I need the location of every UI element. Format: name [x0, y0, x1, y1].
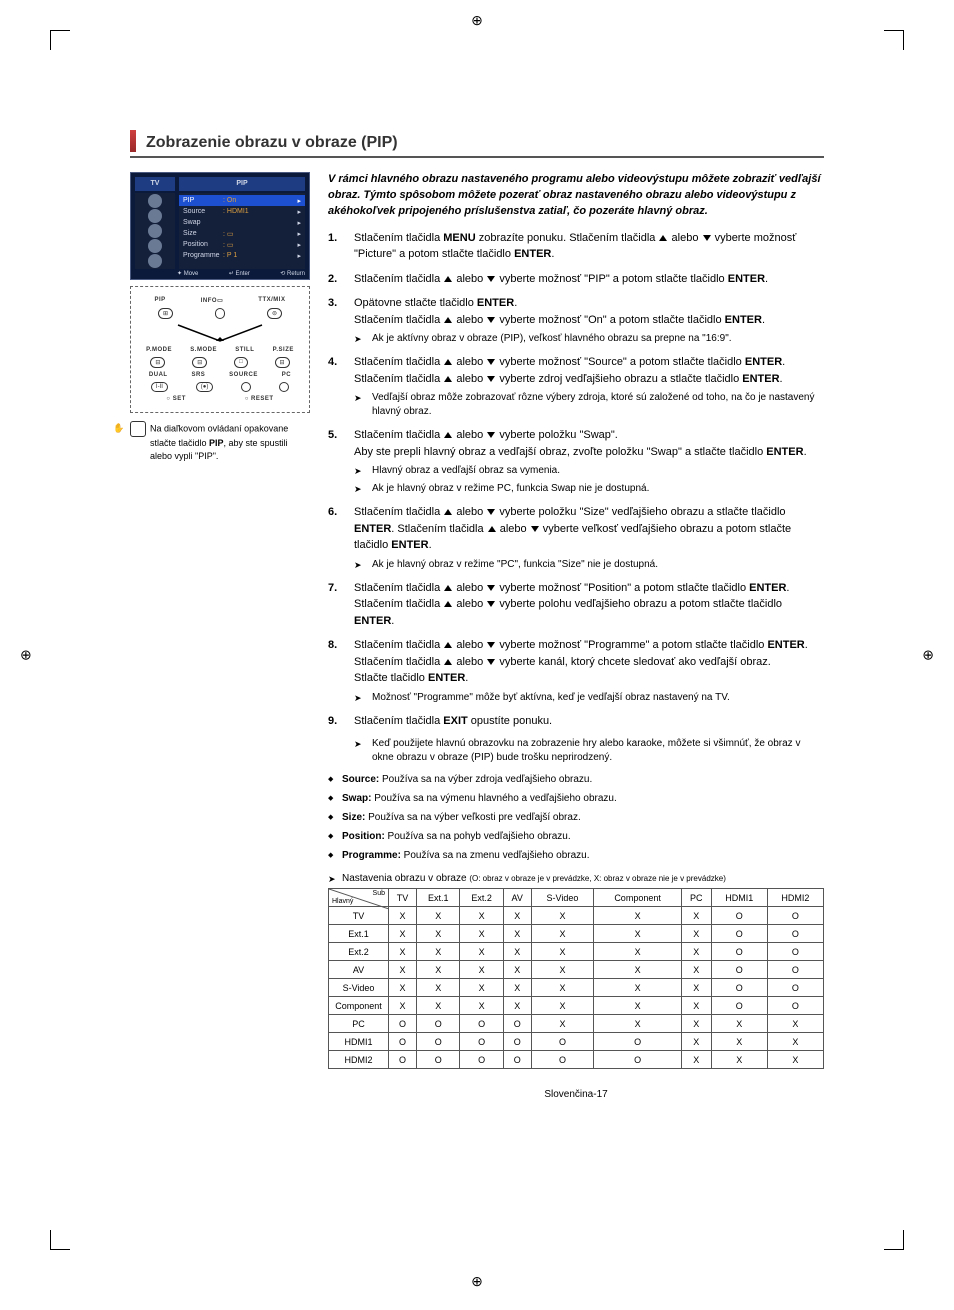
- table-col-header: HDMI1: [711, 889, 767, 907]
- instruction-step: Stlačením tlačidla alebo vyberte možnosť…: [328, 637, 824, 705]
- table-col-header: S-Video: [531, 889, 594, 907]
- remote-illustration: PIPINFO▭TTX/MIX ⊞ ⊜ P.MODES.MODESTILLP.S…: [130, 286, 310, 413]
- table-caption: Nastavenia obrazu v obraze (O: obraz v o…: [328, 873, 824, 884]
- osd-tab-pip: PIP: [179, 177, 305, 191]
- remote-hint-text: Na diaľkovom ovládaní opakovane stlačte …: [130, 421, 310, 462]
- instruction-step: Stlačením tlačidla alebo vyberte položku…: [328, 427, 824, 496]
- register-mark-icon: ⊕: [471, 12, 483, 29]
- table-row: HDMI1OOOOOOXXX: [329, 1033, 824, 1051]
- table-col-header: Ext.1: [417, 889, 460, 907]
- step-note: Ak je hlavný obraz v režime PC, funkcia …: [354, 482, 824, 496]
- remote-icon: [130, 421, 146, 437]
- instruction-step: Stlačením tlačidla EXIT opustíte ponuku.: [328, 713, 824, 730]
- table-row: TVXXXXXXXOO: [329, 907, 824, 925]
- osd-menu-list: PIP: On▸Source: HDMI1▸Swap▸Size: ▭▸Posit…: [179, 193, 305, 269]
- osd-menu-illustration: TV PIP PIP: On▸Source: HDMI1▸Swap▸Size: …: [130, 172, 310, 280]
- instruction-step: Stlačením tlačidla alebo vyberte položku…: [328, 504, 824, 572]
- table-col-header: TV: [389, 889, 417, 907]
- definition-item: Position: Používa sa na pohyb vedľajšieh…: [328, 830, 824, 844]
- table-col-header: PC: [681, 889, 711, 907]
- definition-item: Swap: Používa sa na výmenu hlavného a ve…: [328, 792, 824, 806]
- definition-item: Programme: Používa sa na zmenu vedľajšie…: [328, 849, 824, 863]
- intro-paragraph: V rámci hlavného obrazu nastaveného prog…: [328, 172, 824, 220]
- section-heading: Zobrazenie obrazu v obraze (PIP): [130, 130, 824, 158]
- step-note: Ak je aktívny obraz v obraze (PIP), veľk…: [354, 332, 824, 346]
- osd-hint-move: ✦ Move: [177, 270, 198, 277]
- osd-hint-enter: ↵ Enter: [229, 270, 250, 277]
- definitions-list: Source: Používa sa na výber zdroja vedľa…: [328, 773, 824, 863]
- table-row: ComponentXXXXXXXOO: [329, 997, 824, 1015]
- step-note: Ak je hlavný obraz v režime "PC", funkci…: [354, 558, 824, 572]
- instruction-step: Stlačením tlačidla alebo vyberte možnosť…: [328, 354, 824, 419]
- definition-item: Size: Používa sa na výber veľkosti pre v…: [328, 811, 824, 825]
- instruction-step: Opätovne stlačte tlačidlo ENTER.Stlačení…: [328, 295, 824, 346]
- table-row: Ext.1XXXXXXXOO: [329, 925, 824, 943]
- table-row: PCOOOOXXXXX: [329, 1015, 824, 1033]
- final-note: Keď použijete hlavnú obrazovku na zobraz…: [328, 737, 824, 765]
- step-note: Vedľajší obraz môže zobrazovať rôzne výb…: [354, 391, 824, 419]
- osd-tab-tv: TV: [135, 177, 175, 191]
- register-mark-icon: ⊕: [922, 647, 934, 664]
- instruction-steps: Stlačením tlačidla MENU zobrazíte ponuku…: [328, 230, 824, 730]
- osd-icon-column: [135, 193, 175, 269]
- register-mark-icon: ⊕: [20, 647, 32, 664]
- definition-item: Source: Používa sa na výber zdroja vedľa…: [328, 773, 824, 787]
- instruction-step: Stlačením tlačidla alebo vyberte možnosť…: [328, 580, 824, 630]
- table-row: HDMI2OOOOOOXXX: [329, 1051, 824, 1069]
- instruction-step: Stlačením tlačidla alebo vyberte možnosť…: [328, 271, 824, 288]
- page-footer: Slovenčina-17: [328, 1089, 824, 1100]
- title-accent-bar: [130, 130, 136, 152]
- table-row: S-VideoXXXXXXXOO: [329, 979, 824, 997]
- table-col-header: HDMI2: [767, 889, 823, 907]
- osd-hint-return: ⟲ Return: [280, 270, 305, 277]
- table-col-header: Ext.2: [460, 889, 503, 907]
- step-note: Hlavný obraz a vedľajší obraz sa vymenia…: [354, 464, 824, 478]
- register-mark-icon: ⊕: [471, 1273, 483, 1290]
- table-row: Ext.2XXXXXXXOO: [329, 943, 824, 961]
- table-row: AVXXXXXXXOO: [329, 961, 824, 979]
- table-col-header: AV: [503, 889, 531, 907]
- step-note: Možnosť "Programme" môže byť aktívna, ke…: [354, 691, 824, 705]
- table-col-header: Component: [594, 889, 682, 907]
- page-title: Zobrazenie obrazu v obraze (PIP): [146, 134, 398, 152]
- instruction-step: Stlačením tlačidla MENU zobrazíte ponuku…: [328, 230, 824, 263]
- pip-settings-table: SubHlavnýTVExt.1Ext.2AVS-VideoComponentP…: [328, 888, 824, 1069]
